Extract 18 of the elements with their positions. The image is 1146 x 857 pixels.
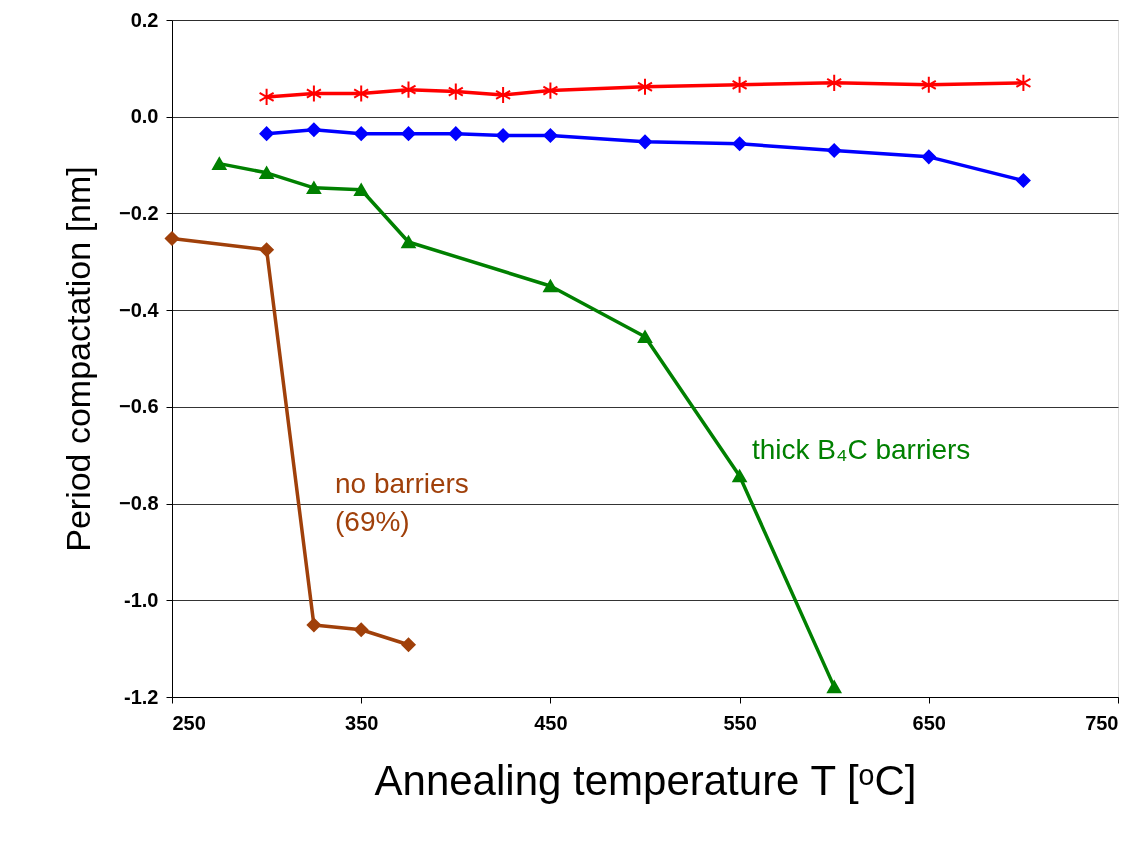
y-tick-label: −0.2 [119, 201, 159, 224]
y-tick-label: −0.6 [119, 395, 159, 418]
y-axis-title: Period compactation [nm] [59, 166, 98, 552]
x-tick-label: 750 [1085, 711, 1119, 734]
x-tick-label: 450 [534, 711, 568, 734]
y-tick-label: -1.2 [124, 685, 159, 708]
x-tick-label: 250 [172, 711, 206, 734]
x-tick-label: 550 [723, 711, 757, 734]
x-tick-label: 650 [912, 711, 946, 734]
y-tick-label: −0.8 [119, 492, 159, 515]
y-tick-label: -1.0 [124, 588, 159, 611]
y-tick-label: −0.4 [119, 298, 160, 321]
x-axis-title: Annealing temperature T [ᵒC] [374, 756, 917, 804]
series-label: thick B₄C barriers [752, 434, 971, 465]
y-tick-label: 0.2 [130, 8, 159, 31]
series-label: no barriers (69%) [335, 468, 469, 537]
x-tick-label: 350 [345, 711, 379, 734]
y-tick-label: 0.0 [130, 105, 159, 128]
